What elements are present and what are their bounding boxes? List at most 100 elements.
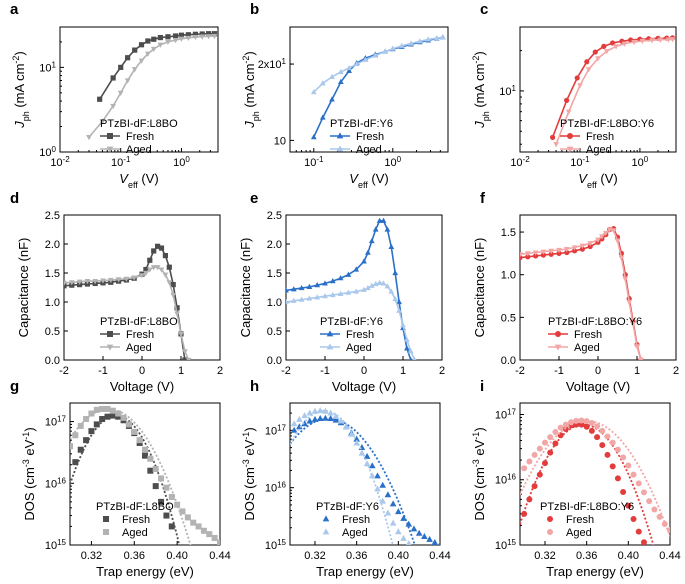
data-point-fresh — [540, 252, 547, 258]
data-point-aged — [319, 80, 326, 86]
data-point-aged — [332, 412, 340, 419]
data-point-fresh — [572, 248, 578, 254]
data-point-aged — [540, 249, 547, 255]
data-point-aged — [146, 267, 153, 273]
x-axis-label: Veff (V) — [578, 171, 617, 190]
y-tick-label: 10 — [274, 135, 286, 147]
data-point-fresh — [142, 452, 148, 459]
data-point-aged — [587, 241, 594, 247]
data-point-aged — [630, 322, 636, 328]
panel-label: a — [10, 1, 19, 18]
data-point-fresh — [332, 416, 340, 423]
fit-curve-aged — [290, 409, 394, 545]
data-point-aged — [389, 45, 396, 51]
legend-marker — [322, 515, 330, 522]
x-tick-label: 0 — [139, 365, 145, 377]
data-point-aged — [638, 357, 644, 360]
data-point-fresh — [426, 535, 433, 542]
data-point-aged — [599, 427, 606, 434]
data-point-fresh — [337, 78, 344, 85]
legend-label-fresh: Fresh — [356, 131, 384, 143]
data-point-fresh — [93, 421, 100, 428]
data-point-aged — [290, 297, 297, 303]
data-point-aged — [131, 428, 138, 435]
x-axis-label: Trap energy (eV) — [316, 564, 414, 579]
y-tick-label: 1.5 — [501, 227, 516, 239]
legend-title: PTzBI-dF:Y6 — [330, 118, 393, 130]
y-tick-label: 1015 — [495, 538, 517, 553]
data-point-aged — [311, 407, 319, 414]
data-point-aged — [365, 284, 371, 291]
data-point-aged — [412, 356, 417, 360]
data-point-aged — [553, 142, 559, 148]
chart-panel-f: f -2 -1 0 1 2 0.0 0.5 1.0 1.5 Voltage (V) Capacitan… — [472, 190, 679, 394]
data-point-fresh — [368, 237, 375, 244]
data-point-aged — [614, 238, 621, 244]
data-point-aged — [406, 540, 412, 545]
data-point-fresh — [592, 49, 598, 55]
x-tick-label: -2 — [515, 365, 525, 377]
x-tick-label: 2 — [673, 365, 679, 377]
legend-label-aged: Aged — [356, 144, 382, 156]
data-point-aged — [92, 279, 99, 285]
legend-title: PTzBI-dF:L8BO — [100, 118, 178, 130]
y-tick-label: 1.0 — [501, 270, 516, 282]
data-point-aged — [531, 451, 538, 458]
fit-curve-fresh — [520, 423, 655, 545]
data-point-fresh — [353, 266, 360, 272]
x-tick-label: 100 — [173, 155, 190, 170]
data-point-fresh — [172, 33, 179, 39]
data-point-fresh — [614, 475, 621, 482]
data-point-aged — [609, 439, 616, 446]
data-point-fresh — [97, 96, 103, 102]
data-point-fresh — [609, 40, 616, 46]
legend-title: PTzBI-dF:L8BO — [96, 501, 174, 513]
x-tick-label: 10-1 — [111, 155, 131, 170]
data-point-aged — [123, 276, 130, 282]
data-point-fresh — [110, 75, 116, 81]
data-point-fresh — [104, 413, 111, 420]
data-point-aged — [185, 35, 192, 42]
panel-label: i — [480, 378, 484, 395]
data-point-aged — [594, 423, 601, 430]
data-point-aged — [556, 247, 562, 254]
legend-label-aged: Aged — [574, 342, 600, 354]
data-point-aged — [178, 331, 184, 338]
data-point-aged — [621, 41, 628, 47]
y-axis-label: DOS (cm-3 eV-1) — [241, 427, 257, 520]
data-point-fresh — [363, 452, 371, 459]
data-point-aged — [382, 48, 388, 54]
x-tick-label: 0.40 — [166, 550, 187, 562]
legend-title: PTzBI-dF:L8BO:Y6 — [560, 118, 654, 130]
data-point-fresh — [170, 282, 176, 288]
data-point-aged — [104, 405, 111, 412]
data-point-aged — [358, 449, 366, 456]
data-point-aged — [603, 49, 610, 55]
data-point-fresh — [327, 415, 334, 422]
data-point-fresh — [392, 269, 399, 276]
data-point-fresh — [396, 298, 402, 305]
data-point-fresh — [630, 516, 637, 523]
panel-label: e — [250, 190, 258, 207]
data-point-fresh — [151, 248, 157, 254]
data-point-aged — [84, 279, 91, 285]
data-point-fresh — [410, 525, 418, 532]
data-point-fresh — [372, 226, 379, 232]
data-point-aged — [376, 279, 383, 285]
data-point-aged — [301, 412, 308, 419]
data-point-aged — [669, 37, 676, 43]
data-point-aged — [667, 526, 670, 533]
data-point-aged — [602, 230, 609, 237]
data-point-aged — [588, 420, 595, 427]
x-tick-label: 0.36 — [576, 550, 597, 562]
x-axis-label: Trap energy (eV) — [96, 564, 194, 579]
data-point-aged — [649, 38, 656, 44]
data-point-aged — [622, 276, 629, 283]
data-point-aged — [595, 56, 601, 62]
y-tick-label: 1015 — [265, 538, 287, 553]
data-point-aged — [634, 344, 640, 350]
legend-label-fresh: Fresh — [122, 514, 150, 526]
data-point-aged — [639, 38, 646, 45]
data-point-aged — [407, 348, 414, 354]
